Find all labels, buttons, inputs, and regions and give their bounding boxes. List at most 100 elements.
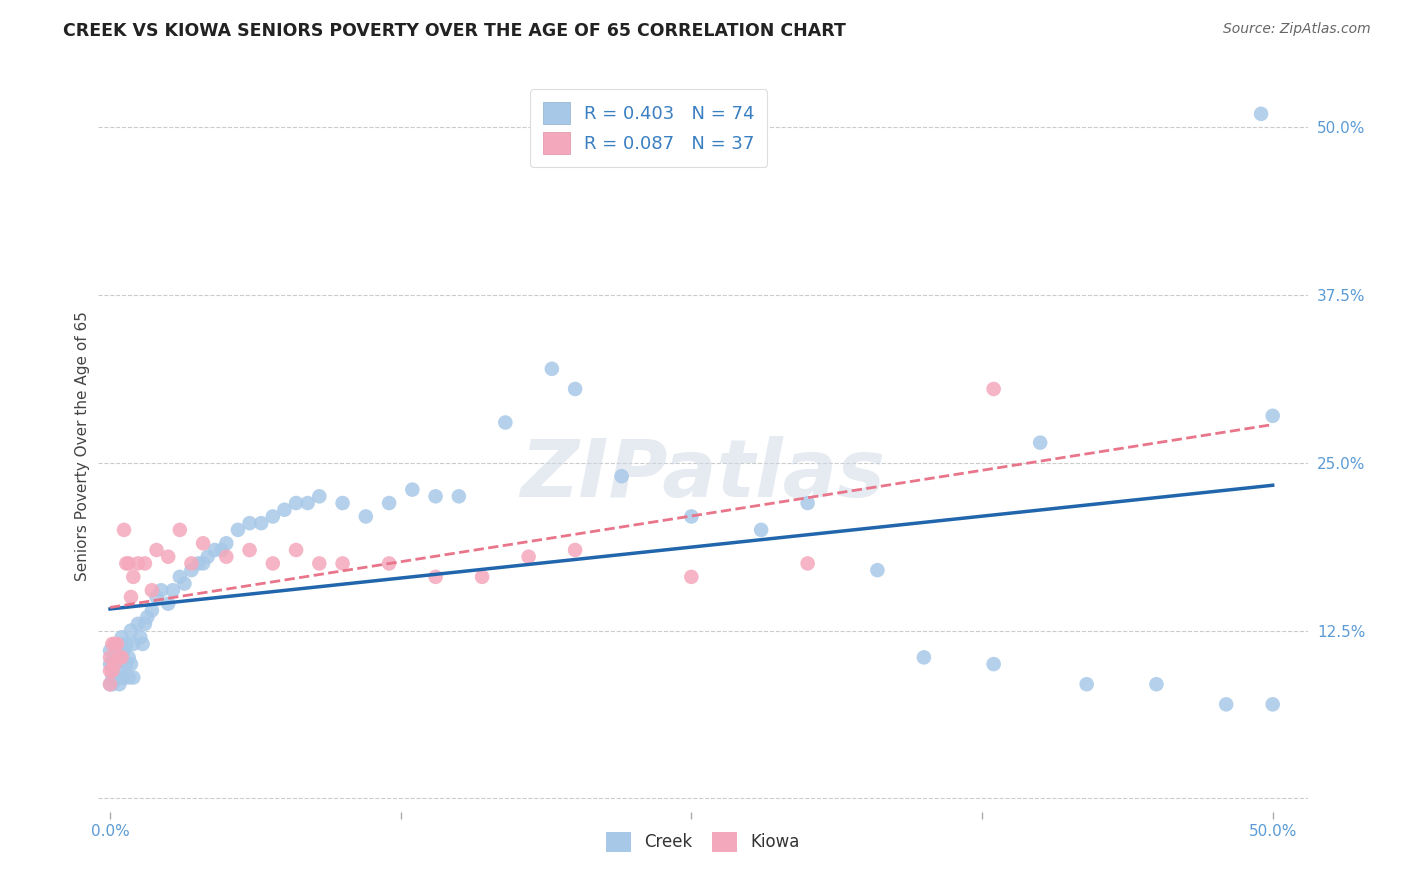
Point <box>120 657 142 671</box>
Point <box>332 557 354 571</box>
Point <box>120 624 142 638</box>
Point <box>111 630 134 644</box>
Point <box>105 650 128 665</box>
Point <box>681 570 703 584</box>
Point <box>108 677 131 691</box>
Point <box>425 489 447 503</box>
Point <box>169 523 191 537</box>
Point <box>98 677 121 691</box>
Point <box>98 657 121 671</box>
Point <box>285 543 308 558</box>
Point <box>145 590 167 604</box>
Point <box>1261 698 1284 712</box>
Point <box>122 570 145 584</box>
Point <box>98 650 121 665</box>
Point <box>239 543 262 558</box>
Point <box>378 496 401 510</box>
Point <box>104 657 127 671</box>
Point <box>226 523 249 537</box>
Point <box>332 496 354 510</box>
Point <box>354 509 377 524</box>
Point <box>912 650 935 665</box>
Point <box>101 657 124 671</box>
Point <box>1250 107 1272 121</box>
Point <box>564 382 586 396</box>
Point <box>120 590 142 604</box>
Text: Source: ZipAtlas.com: Source: ZipAtlas.com <box>1223 22 1371 37</box>
Point <box>101 677 124 691</box>
Point <box>118 650 141 665</box>
Point <box>112 671 135 685</box>
Point <box>127 557 149 571</box>
Point <box>141 603 163 617</box>
Point <box>115 557 138 571</box>
Text: ZIPatlas: ZIPatlas <box>520 436 886 515</box>
Point <box>112 643 135 657</box>
Legend: Creek, Kiowa: Creek, Kiowa <box>599 826 807 858</box>
Point <box>401 483 423 497</box>
Point <box>273 502 295 516</box>
Point <box>447 489 470 503</box>
Point <box>866 563 889 577</box>
Point <box>101 664 124 678</box>
Point <box>1144 677 1167 691</box>
Point <box>101 671 124 685</box>
Point <box>180 557 202 571</box>
Point <box>471 570 494 584</box>
Point <box>145 543 167 558</box>
Point <box>141 583 163 598</box>
Point <box>111 650 134 665</box>
Point <box>681 509 703 524</box>
Point <box>191 536 214 550</box>
Point <box>118 671 141 685</box>
Point <box>610 469 633 483</box>
Point <box>105 671 128 685</box>
Point <box>115 637 138 651</box>
Text: CREEK VS KIOWA SENIORS POVERTY OVER THE AGE OF 65 CORRELATION CHART: CREEK VS KIOWA SENIORS POVERTY OVER THE … <box>63 22 846 40</box>
Point <box>285 496 308 510</box>
Point <box>134 557 156 571</box>
Point <box>122 637 145 651</box>
Point <box>540 361 562 376</box>
Point <box>308 557 330 571</box>
Point <box>157 597 180 611</box>
Point <box>162 583 184 598</box>
Point <box>239 516 262 531</box>
Point <box>169 570 191 584</box>
Point <box>157 549 180 564</box>
Point <box>134 616 156 631</box>
Point <box>115 657 138 671</box>
Point <box>1029 435 1052 450</box>
Point <box>262 509 284 524</box>
Point <box>104 637 127 651</box>
Point <box>101 637 124 651</box>
Point <box>98 643 121 657</box>
Point <box>494 416 516 430</box>
Point <box>262 557 284 571</box>
Point <box>122 671 145 685</box>
Point <box>118 557 141 571</box>
Point <box>197 549 219 564</box>
Point <box>180 563 202 577</box>
Point <box>104 671 127 685</box>
Point <box>111 671 134 685</box>
Point <box>215 536 238 550</box>
Point <box>131 637 153 651</box>
Point <box>215 549 238 564</box>
Point <box>187 557 209 571</box>
Point <box>150 583 173 598</box>
Y-axis label: Seniors Poverty Over the Age of 65: Seniors Poverty Over the Age of 65 <box>75 311 90 581</box>
Point <box>1261 409 1284 423</box>
Point <box>564 543 586 558</box>
Point <box>378 557 401 571</box>
Point <box>425 570 447 584</box>
Point <box>112 523 135 537</box>
Point <box>108 664 131 678</box>
Point <box>211 543 233 558</box>
Point <box>749 523 772 537</box>
Point <box>297 496 319 510</box>
Point <box>204 543 226 558</box>
Point <box>98 677 121 691</box>
Point <box>191 557 214 571</box>
Point <box>105 637 128 651</box>
